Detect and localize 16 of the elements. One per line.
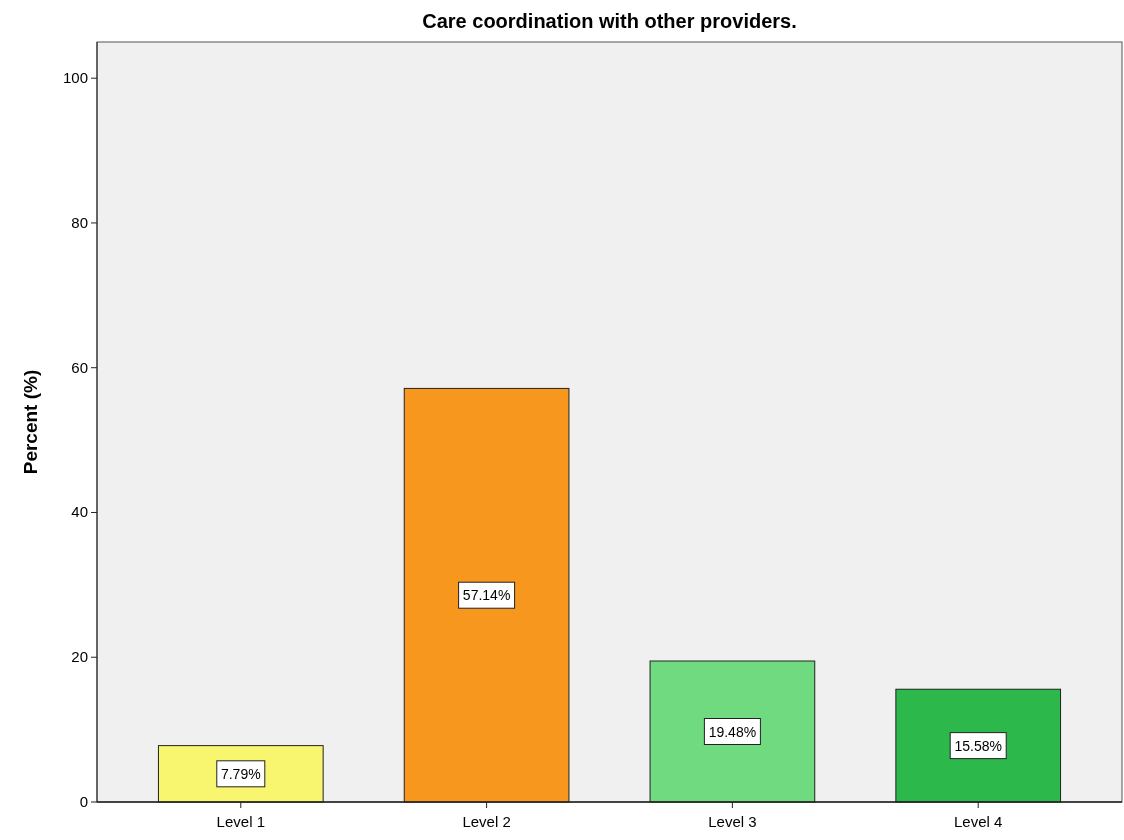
data-label: 57.14% <box>462 587 511 604</box>
y-tick-label: 80 <box>71 213 88 231</box>
y-tick-label: 40 <box>71 503 88 521</box>
y-tick-label: 100 <box>62 69 88 87</box>
x-tick-label: Level 2 <box>462 813 511 830</box>
data-label: 7.79% <box>220 765 261 782</box>
y-tick-label: 0 <box>79 793 88 810</box>
x-tick-label: Level 3 <box>708 813 757 830</box>
y-axis-title: Percent (%) <box>20 369 41 475</box>
chart-title: Care coordination with other providers. <box>422 10 797 32</box>
y-tick-label: 60 <box>71 358 88 376</box>
y-tick-label: 20 <box>71 648 88 666</box>
x-tick-label: Level 1 <box>216 813 265 830</box>
data-label: 15.58% <box>954 737 1002 754</box>
data-label: 19.48% <box>708 723 757 740</box>
x-tick-label: Level 4 <box>954 813 1003 830</box>
